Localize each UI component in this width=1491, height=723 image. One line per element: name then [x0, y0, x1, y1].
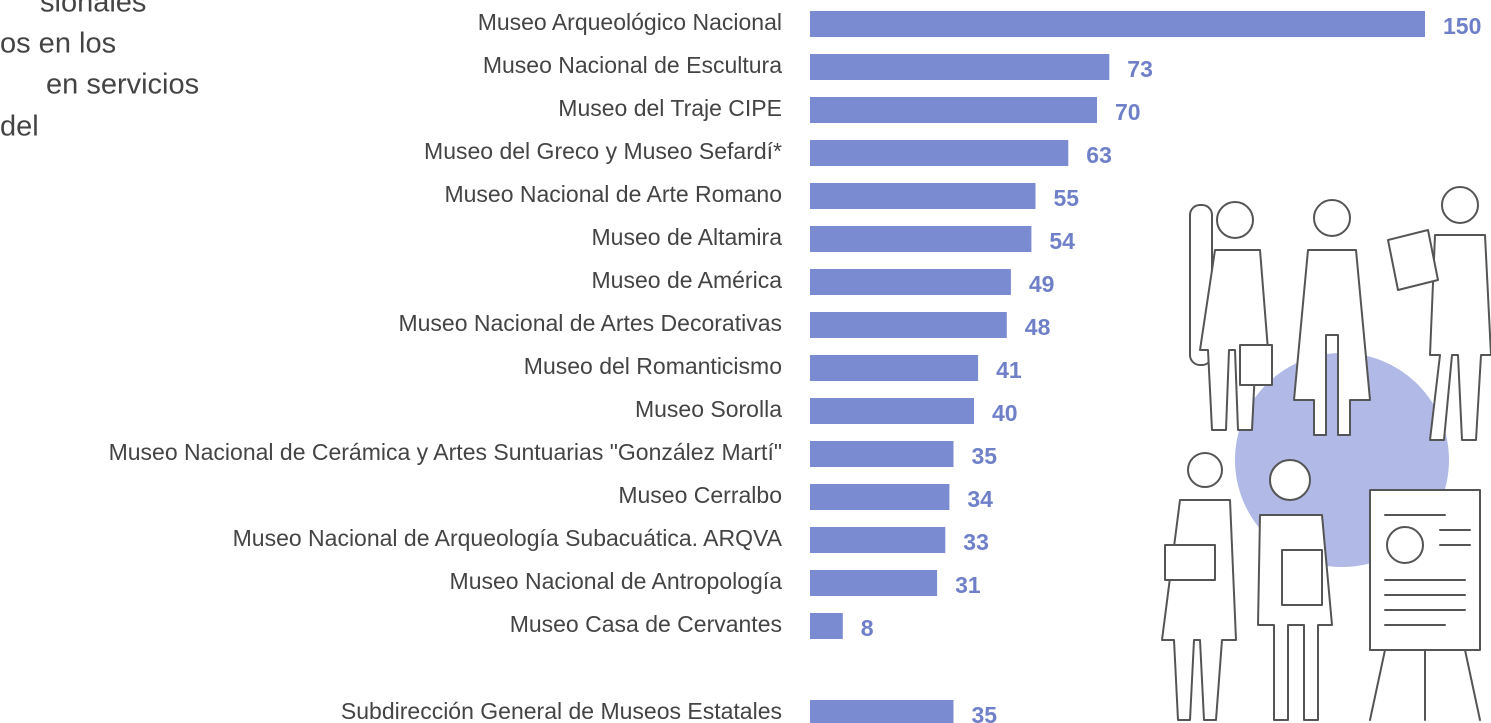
category-label: Museo Casa de Cervantes	[510, 611, 782, 637]
title-line: os en los	[0, 28, 116, 60]
bar	[810, 570, 937, 596]
bar	[810, 700, 954, 723]
category-label: Museo Nacional de Cerámica y Artes Suntu…	[109, 439, 782, 465]
category-label: Museo Sorolla	[635, 396, 782, 422]
title-line: del	[0, 111, 39, 143]
value-label: 63	[1086, 142, 1112, 168]
bar	[810, 613, 843, 639]
category-label: Museo Nacional de Escultura	[483, 52, 782, 78]
chart: sionales os en los en serviciosdel Museo Ar…	[0, 0, 1491, 723]
bar	[810, 140, 1068, 166]
value-label: 150	[1443, 13, 1481, 39]
category-label: Museo de América	[592, 267, 783, 293]
value-label: 54	[1049, 228, 1075, 254]
value-label: 73	[1127, 56, 1153, 82]
bar	[810, 312, 1007, 338]
bar	[810, 97, 1097, 123]
category-label: Museo del Traje CIPE	[558, 95, 782, 121]
title-line: sionales	[40, 0, 146, 19]
category-label: Museo Cerralbo	[618, 482, 782, 508]
category-label: Museo Nacional de Arte Romano	[444, 181, 782, 207]
bar	[810, 226, 1031, 252]
title-line: en servicios	[46, 69, 199, 101]
value-label: 41	[996, 357, 1022, 383]
bar	[810, 441, 954, 467]
value-label: 70	[1115, 99, 1141, 125]
category-label: Museo de Altamira	[592, 224, 783, 250]
value-label: 31	[955, 572, 981, 598]
category-label: Museo Nacional de Arqueología Subacuátic…	[233, 525, 783, 551]
value-label: 35	[972, 443, 998, 469]
bar	[810, 484, 949, 510]
value-label: 40	[992, 400, 1018, 426]
bar	[810, 355, 978, 381]
bar	[810, 269, 1011, 295]
value-label: 34	[967, 486, 993, 512]
value-label: 49	[1029, 271, 1055, 297]
value-label: 33	[963, 529, 989, 555]
value-label: 55	[1054, 185, 1080, 211]
illustration	[1162, 187, 1491, 720]
value-label: 35	[972, 702, 998, 723]
bar	[810, 398, 974, 424]
bar	[810, 54, 1109, 80]
category-label: Museo Arqueológico Nacional	[478, 9, 782, 35]
value-label: 48	[1025, 314, 1051, 340]
bar	[810, 183, 1036, 209]
category-label: Museo Nacional de Antropología	[450, 568, 783, 594]
category-label: Museo del Romanticismo	[524, 353, 782, 379]
category-label: Museo Nacional de Artes Decorativas	[398, 310, 782, 336]
bar	[810, 527, 945, 553]
value-label: 8	[861, 615, 874, 641]
category-label: Subdirección General de Museos Estatales	[341, 698, 782, 723]
category-label: Museo del Greco y Museo Sefardí*	[424, 138, 782, 164]
bar	[810, 11, 1425, 37]
